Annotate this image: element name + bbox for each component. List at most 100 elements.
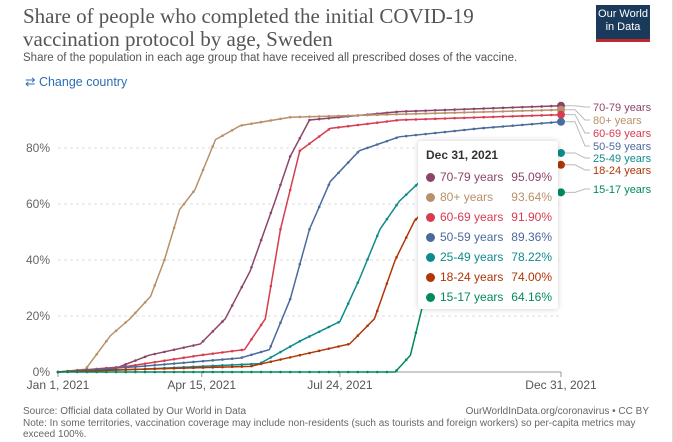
data-point — [540, 114, 543, 117]
data-point — [356, 123, 360, 127]
data-point — [530, 109, 534, 112]
data-point — [337, 114, 340, 118]
data-point — [143, 355, 147, 359]
data-point — [317, 330, 321, 334]
data-point — [308, 118, 311, 122]
data-point — [540, 109, 543, 112]
data-point — [443, 108, 447, 112]
data-point — [453, 129, 456, 133]
data-point — [230, 349, 234, 353]
data-point — [356, 334, 360, 337]
data-point — [105, 370, 108, 374]
data-point — [346, 302, 350, 305]
x-tick-label: Jan 1, 2021 — [27, 378, 90, 392]
data-point — [540, 122, 543, 125]
owid-link[interactable]: OurWorldInData.org/coronavirus • CC BY — [465, 406, 649, 417]
data-point — [76, 370, 79, 374]
data-point — [124, 368, 128, 372]
source-note: Source: Official data collated by Our Wo… — [23, 406, 653, 441]
data-point — [308, 227, 311, 231]
data-point — [153, 363, 157, 367]
tooltip-series-value: 89.36% — [511, 230, 552, 244]
data-point — [230, 363, 234, 367]
data-point — [327, 128, 331, 131]
series-color-dot — [426, 293, 435, 302]
tooltip-series-name: 25-49 years — [440, 250, 504, 264]
data-point — [279, 321, 282, 325]
data-point — [124, 363, 128, 366]
data-point — [221, 358, 224, 361]
data-point — [385, 120, 389, 123]
data-point — [414, 184, 418, 187]
end-point-marker — [557, 117, 565, 126]
data-point — [424, 117, 427, 121]
label-connector — [565, 114, 590, 134]
data-point — [414, 118, 418, 121]
tooltip-series-name: 70-79 years — [440, 170, 504, 184]
data-point — [279, 370, 282, 374]
data-point — [550, 104, 553, 108]
data-point — [298, 353, 302, 357]
data-point — [250, 266, 253, 269]
data-point — [462, 116, 466, 120]
series-color-dot — [426, 193, 435, 202]
change-country-label: Change country — [38, 75, 128, 89]
data-point — [201, 339, 205, 343]
label-connector — [565, 164, 590, 171]
data-point — [269, 284, 273, 288]
data-point — [472, 127, 476, 131]
series-end-label: 60-69 years — [593, 128, 652, 140]
change-country-button[interactable]: ⇄ Change country — [25, 74, 127, 89]
data-point — [134, 365, 137, 369]
tooltip-series-name: 80+ years — [440, 190, 494, 204]
data-point — [501, 106, 505, 110]
y-tick-label: 20% — [26, 309, 50, 323]
tooltip-row: 18-24 years 74.00% — [426, 270, 556, 288]
data-point — [269, 344, 273, 348]
data-point — [298, 115, 302, 119]
data-point — [298, 339, 302, 343]
data-point — [453, 111, 456, 115]
data-point — [279, 183, 282, 187]
data-point — [308, 370, 311, 374]
data-point — [491, 110, 495, 113]
data-point — [201, 359, 205, 363]
data-point — [66, 370, 69, 374]
data-point — [172, 348, 176, 352]
data-point — [230, 357, 234, 361]
data-point — [308, 351, 311, 355]
data-point — [182, 346, 186, 349]
series-color-dot — [426, 213, 435, 222]
data-point — [85, 366, 89, 369]
data-point — [182, 202, 186, 206]
owid-logo[interactable]: Our World in Data — [596, 5, 650, 42]
data-point — [433, 111, 437, 115]
data-point — [182, 366, 186, 370]
data-point — [269, 119, 273, 122]
data-point — [414, 218, 418, 221]
data-point — [221, 370, 224, 374]
data-point — [298, 149, 302, 153]
data-point — [221, 134, 224, 138]
data-point — [172, 226, 176, 230]
series-end-label: 15-17 years — [593, 184, 652, 196]
data-point — [163, 370, 166, 374]
data-point — [211, 359, 215, 362]
tooltip-row: 25-49 years 78.22% — [426, 250, 556, 268]
tooltip-row: 15-17 years 64.16% — [426, 290, 556, 308]
data-point — [337, 171, 340, 175]
data-point — [327, 370, 331, 374]
data-point — [259, 323, 263, 327]
data-point — [240, 365, 244, 368]
data-point — [279, 350, 282, 354]
chart-title: Share of people who completed the initia… — [23, 4, 474, 51]
data-point — [443, 117, 447, 120]
data-point — [134, 368, 137, 371]
data-point — [443, 130, 447, 134]
data-point — [501, 110, 505, 113]
data-point — [424, 132, 427, 136]
data-point — [298, 262, 302, 266]
data-point — [240, 348, 244, 352]
data-point — [395, 119, 398, 122]
